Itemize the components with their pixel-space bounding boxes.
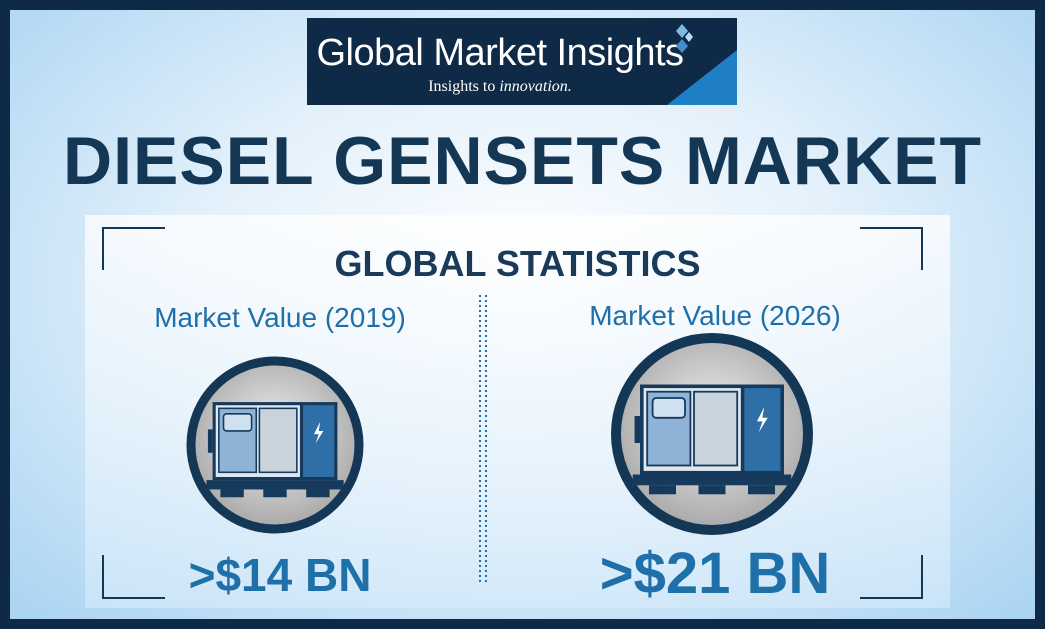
stat-label: Market Value (2026) [589, 300, 841, 331]
brand: Global Market Insights [316, 32, 684, 74]
main-title: DIESEL GENSETS MARKET [63, 123, 982, 199]
tagline-emphasis: innovation. [499, 78, 572, 95]
tagline: Insights to innovation. [307, 78, 693, 96]
stat-label: Market Value (2019) [154, 302, 406, 333]
tagline-text: Insights to [428, 78, 500, 95]
stat-value: >$14 BN [188, 549, 372, 601]
section-title: GLOBAL STATISTICS [334, 243, 701, 284]
decor [102, 227, 923, 599]
logo-mark [676, 24, 693, 53]
logo: Global Market Insights Insights to innov… [307, 18, 737, 105]
stat-value: >$21 BN [599, 541, 831, 606]
